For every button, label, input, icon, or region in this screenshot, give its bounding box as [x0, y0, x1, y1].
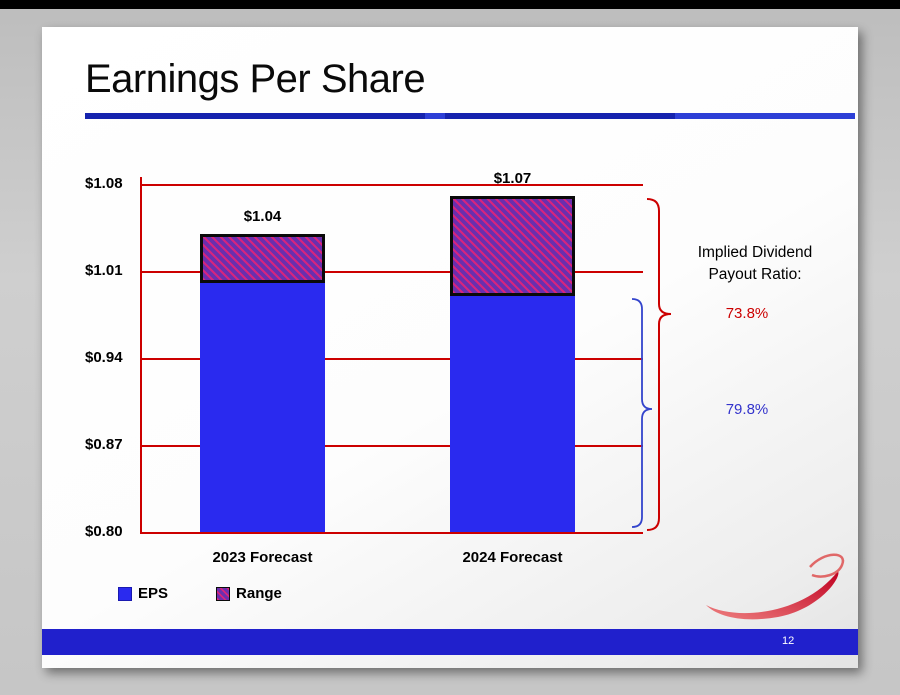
- title-underline: [85, 113, 855, 119]
- top-black-strip: [0, 0, 900, 9]
- legend-label-eps: EPS: [138, 585, 169, 602]
- footer-bar: 12: [42, 629, 858, 655]
- legend-item-range: Range: [216, 585, 282, 602]
- payout-ratio-low: 79.8%: [725, 401, 769, 418]
- gridline: [140, 445, 643, 447]
- y-tick-label: $1.01: [85, 262, 123, 279]
- y-tick-label: $0.87: [85, 436, 123, 453]
- chart-legend: EPS Range: [118, 585, 282, 602]
- range-box-2024: [450, 196, 575, 296]
- range-box-2023: [200, 233, 325, 284]
- y-tick-label: $0.94: [85, 349, 123, 366]
- y-tick-label: $1.08: [85, 175, 123, 192]
- payout-ratio-high: 73.8%: [725, 305, 769, 322]
- slide-title: Earnings Per Share: [85, 57, 426, 101]
- eps-bar-2023: [200, 283, 325, 532]
- gridline: [140, 184, 643, 186]
- eps-bar-2024: [450, 295, 575, 532]
- blue-brace: [631, 298, 653, 528]
- gridline: [140, 532, 643, 534]
- red-brace: [646, 198, 672, 531]
- legend-label-range: Range: [236, 585, 282, 602]
- underline-dark-segment: [445, 113, 675, 119]
- bar-value-label-2024: $1.07: [493, 170, 532, 188]
- y-axis-line: [140, 177, 142, 534]
- swoosh-logo-icon: [706, 553, 845, 620]
- payout-ratio-label: Implied Dividend Payout Ratio:: [697, 244, 813, 284]
- gridline: [140, 358, 643, 360]
- eps-swatch-icon: [118, 586, 132, 601]
- page-number: 12: [782, 635, 795, 647]
- slide: Earnings Per Share $1.08 $1.01 $0.94 $0.…: [42, 27, 858, 668]
- category-label-2024: 2024 Forecast: [462, 549, 563, 566]
- underline-dark-segment: [85, 113, 425, 119]
- legend-item-eps: EPS: [118, 585, 168, 602]
- bar-value-label-2023: $1.04: [243, 207, 282, 225]
- gridline: [140, 271, 643, 273]
- y-tick-label: $0.80: [85, 523, 123, 540]
- range-swatch-icon: [216, 586, 231, 601]
- category-label-2023: 2023 Forecast: [212, 549, 313, 566]
